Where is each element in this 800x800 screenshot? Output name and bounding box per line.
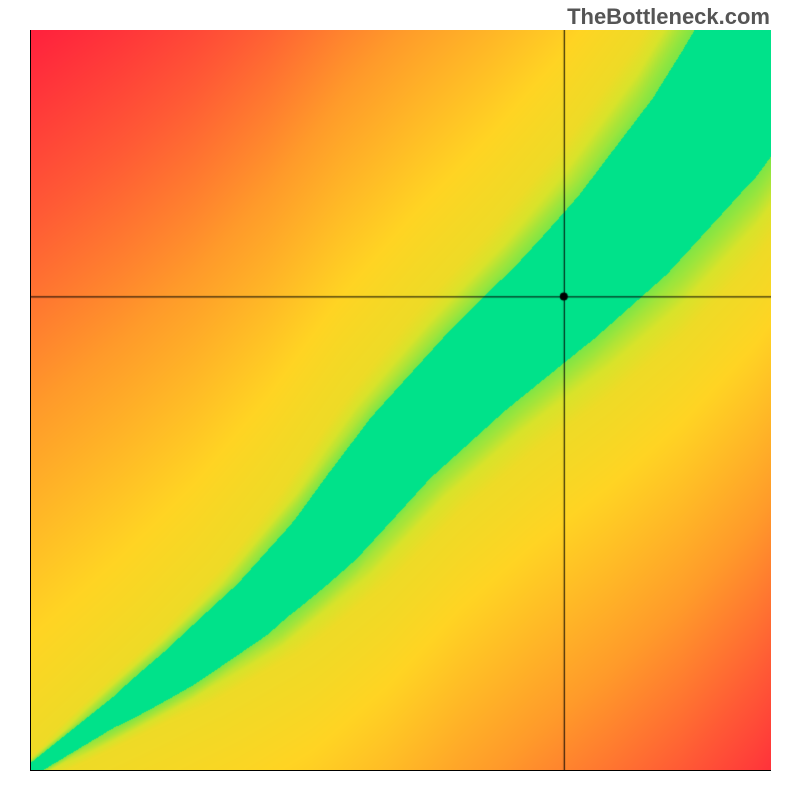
bottleneck-heatmap <box>30 30 771 771</box>
heatmap-canvas <box>31 30 771 770</box>
watermark-text: TheBottleneck.com <box>567 4 770 30</box>
